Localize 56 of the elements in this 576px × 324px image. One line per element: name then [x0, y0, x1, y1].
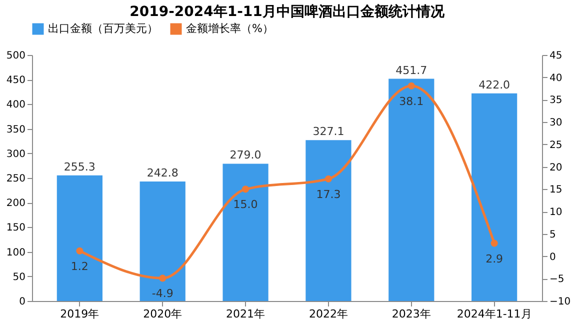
x-tick-label: 2022年 — [308, 308, 348, 320]
y-tick-label: 200 — [6, 198, 26, 210]
x-tick-label: 2019年 — [60, 308, 100, 320]
y-tick-label: 0 — [19, 296, 26, 308]
data-label: 17.3 — [316, 188, 341, 201]
bar — [140, 182, 186, 301]
x-tick-label: 2023年 — [392, 308, 431, 320]
data-label: 15.0 — [233, 198, 258, 212]
point — [324, 175, 332, 182]
data-label: 255.3 — [64, 160, 96, 174]
point — [76, 247, 84, 254]
y-tick-label: 250 — [6, 174, 26, 184]
y2-tick-label: 0 — [550, 252, 556, 263]
y-tick-label: 100 — [6, 247, 26, 258]
y2-tick-label: −5 — [550, 274, 564, 286]
y2-tick-label: 5 — [550, 229, 556, 240]
bar — [306, 140, 352, 301]
y2-tick-label: −10 — [550, 296, 571, 308]
y-tick-label: 400 — [6, 100, 26, 111]
y-tick-label: 300 — [6, 148, 26, 160]
data-label: 327.1 — [312, 125, 344, 138]
bar — [388, 78, 434, 301]
y2-tick-label: 25 — [550, 140, 562, 151]
y-tick-label: 500 — [6, 50, 26, 62]
data-label: 2.9 — [486, 252, 504, 266]
data-label: 451.7 — [396, 64, 428, 77]
x-tick-label: 2021年 — [226, 308, 266, 320]
data-label: -4.9 — [152, 287, 174, 300]
bar — [56, 175, 102, 301]
y-tick-label: 50 — [12, 272, 26, 283]
y-tick-label: 150 — [6, 222, 26, 234]
data-label: 1.2 — [70, 260, 88, 273]
y2-tick-label: 40 — [550, 72, 562, 84]
x-tick-label: 2024年1-11月 — [456, 308, 532, 320]
y2-tick-label: 30 — [550, 118, 562, 129]
bar — [472, 93, 518, 301]
point — [159, 274, 166, 282]
data-label: 422.0 — [478, 78, 510, 92]
data-label: 38.1 — [399, 94, 424, 108]
legend-label: 金额增长率（%） — [186, 22, 274, 35]
y-tick-label: 450 — [6, 75, 26, 86]
y-tick-label: 350 — [6, 124, 26, 136]
bar — [222, 164, 268, 301]
data-label: 242.8 — [146, 166, 178, 180]
y2-tick-label: 20 — [550, 162, 562, 174]
legend-label: 出口金额（百万美元） — [48, 22, 158, 35]
x-tick-label: 2020年 — [143, 308, 182, 320]
y2-tick-label: 10 — [550, 207, 562, 218]
chart-title: 2019-2024年1-11月中国啤酒出口金额统计情况 — [130, 3, 446, 20]
y2-tick-label: 15 — [550, 184, 562, 196]
point — [490, 240, 498, 247]
y2-tick-label: 45 — [550, 50, 562, 62]
point — [408, 82, 415, 90]
point — [242, 186, 250, 193]
y2-tick-label: 35 — [550, 95, 562, 106]
data-label: 279.0 — [230, 148, 262, 162]
